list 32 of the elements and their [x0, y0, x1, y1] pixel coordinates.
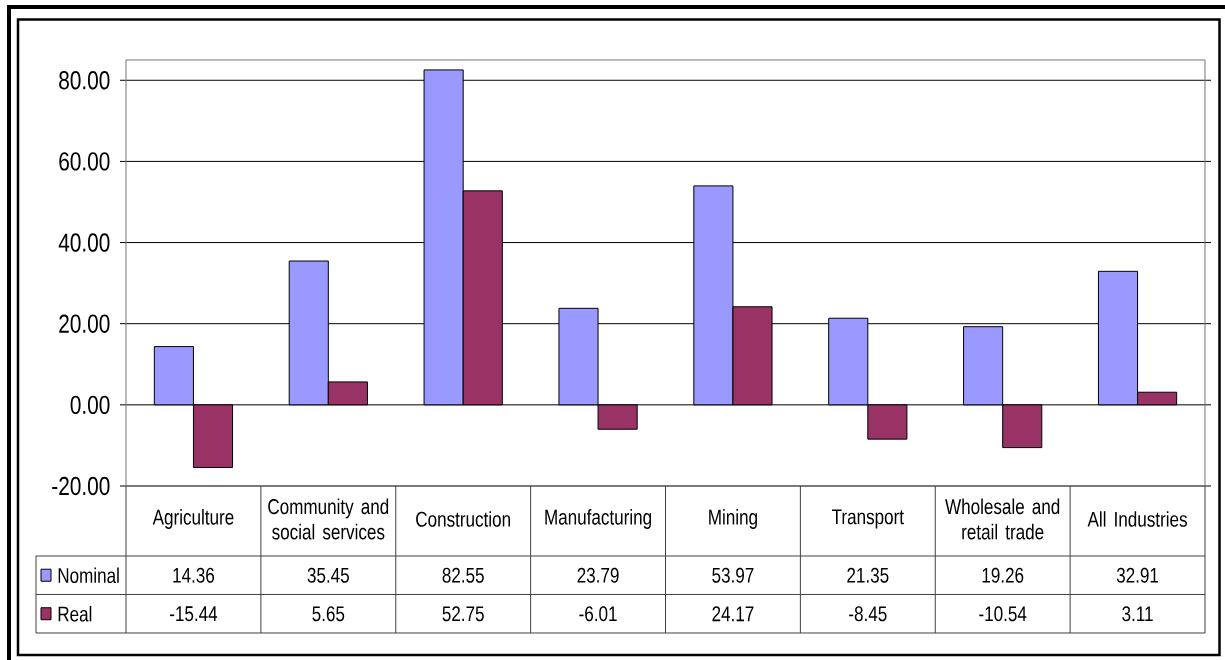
data-label: 21.35 — [847, 567, 889, 583]
y-tick-label: 60.00 — [59, 152, 110, 171]
data-label: 35.45 — [307, 567, 349, 583]
x-tick-label: All Industries — [1087, 511, 1187, 527]
data-label: 82.55 — [442, 567, 484, 583]
x-tick-label: Transport — [831, 509, 904, 529]
data-label: -6.01 — [579, 606, 617, 622]
data-label: 3.11 — [1122, 606, 1153, 622]
x-tick-label: Mining — [709, 509, 757, 529]
y-tick-label: -20.00 — [52, 476, 110, 496]
x-tick-label: Agriculture — [152, 509, 234, 529]
y-tick-label: 0.00 — [70, 395, 110, 415]
data-label: -8.45 — [849, 606, 887, 622]
data-label: 24.17 — [712, 606, 754, 622]
y-tick-label: 20.00 — [59, 314, 110, 333]
x-tick-label: Wholesale and retail trade — [945, 498, 1060, 540]
data-label: -10.54 — [979, 606, 1027, 622]
y-tick-label: 80.00 — [59, 71, 110, 90]
data-label: 5.65 — [312, 606, 345, 622]
x-tick-label: Community and social services — [268, 498, 389, 540]
legend-label: Real — [58, 605, 92, 622]
data-label: 32.91 — [1116, 567, 1159, 583]
x-tick-label: Manufacturing — [545, 509, 652, 529]
data-label: 23.79 — [577, 567, 619, 583]
data-label: 14.36 — [173, 567, 215, 583]
data-label: 53.97 — [712, 567, 754, 583]
legend-label: Nominal — [58, 567, 119, 584]
y-tick-label: 40.00 — [58, 233, 110, 252]
x-tick-label: Construction — [416, 511, 510, 527]
data-label: 52.75 — [442, 606, 484, 622]
data-label: -15.44 — [170, 606, 218, 622]
data-label: 19.26 — [982, 567, 1024, 583]
